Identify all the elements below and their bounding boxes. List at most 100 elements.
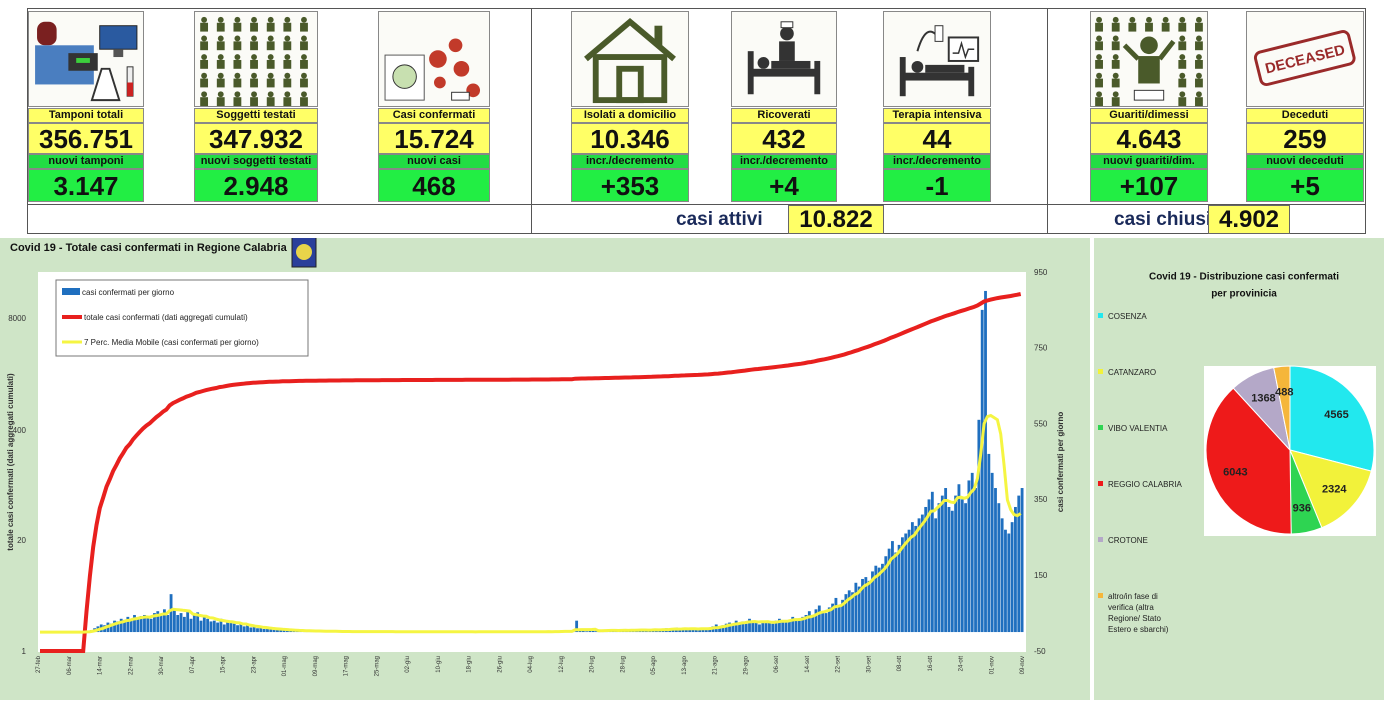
pie-slice-label: 2324 [1322, 484, 1347, 496]
daily-bar [847, 590, 851, 633]
x-tick-label: 26-giu [497, 656, 503, 673]
daily-bar [754, 622, 758, 633]
daily-bar [771, 623, 775, 633]
pie-legend-label: altro/in fase di [1108, 592, 1158, 601]
group-separator [1047, 9, 1048, 234]
daily-bar [172, 608, 176, 633]
pie-chart: Covid 19 - Distribuzione casi confermati… [1098, 272, 1376, 634]
daily-bar [143, 614, 146, 633]
daily-bar [781, 621, 785, 633]
x-tick-label: 06-set [774, 656, 780, 673]
daily-bar [947, 506, 951, 633]
daily-bar [718, 627, 721, 633]
daily-bar [954, 495, 958, 633]
daily-bar [970, 472, 974, 633]
daily-bar [588, 630, 592, 633]
ricoverati-incr-value: +4 [731, 169, 837, 202]
left-tick: 20 [17, 536, 26, 545]
daily-bar [738, 622, 741, 633]
x-tick-label: 25-mag [374, 656, 380, 676]
daily-bar [209, 621, 213, 633]
daily-bar [232, 623, 236, 633]
daily-bar [1000, 518, 1004, 633]
deceased-stamp-icon: DECEASED [1246, 11, 1364, 107]
pie-legend-label: CATANZARO [1108, 368, 1156, 377]
daily-bar [668, 630, 672, 633]
ricoverati-incr-label: incr./decremento [731, 154, 837, 169]
daily-bar [226, 620, 229, 633]
daily-bar [239, 624, 243, 633]
daily-bar [146, 616, 150, 633]
daily-bar [758, 624, 761, 633]
daily-bar [123, 619, 126, 633]
x-tick-label: 16-ott [928, 656, 934, 672]
daily-bar [575, 620, 579, 633]
legend: casi confermati per giorno totale casi c… [55, 279, 309, 357]
daily-bar [119, 618, 123, 633]
hospital-bed-icon [731, 11, 837, 107]
nuovi-soggetti-value: 2.948 [194, 169, 318, 202]
daily-bar [202, 616, 206, 633]
legend-label: totale casi confermati (dati aggregati c… [84, 313, 248, 322]
nuovi-tamponi-label: nuovi tamponi [28, 154, 144, 169]
daily-bar [751, 620, 755, 633]
daily-bar [774, 620, 778, 633]
daily-bar [811, 616, 815, 633]
daily-bar [920, 514, 924, 633]
pie-slice-label: 1368 [1251, 392, 1275, 404]
pie-legend: COSENZA CATANZARO VIBO VALENTIA REGGIO CALA… [1098, 312, 1182, 634]
ricoverati-value: 432 [731, 123, 837, 154]
daily-bar [891, 541, 894, 633]
daily-bar [851, 592, 854, 633]
x-tick-label: 12-lug [559, 656, 565, 673]
daily-bar [116, 621, 120, 633]
nuovi-guariti-label: nuovi guariti/dim. [1090, 154, 1208, 169]
daily-bar [176, 614, 180, 633]
daily-bar [272, 629, 276, 633]
moving-average-line [40, 413, 1022, 634]
daily-bar [974, 488, 977, 633]
terapia-label: Terapia intensiva [883, 108, 991, 123]
x-tick-label: 29-ago [743, 655, 749, 674]
pie-chart-title-line1: Covid 19 - Distribuzione casi confermati [1149, 272, 1339, 283]
left-axis-label: totale casi confermati (dati aggregati c… [6, 373, 15, 551]
daily-bar [249, 627, 253, 633]
x-axis: 27-feb 06-mar 14-mar 22-mar 30-mar 07-apr 15-a… [36, 655, 1026, 676]
nuovi-soggetti-label: nuovi soggetti testati [194, 154, 318, 169]
terapia-value: 44 [883, 123, 991, 154]
daily-bar [1020, 488, 1024, 633]
daily-bar [881, 563, 884, 633]
daily-bar [874, 565, 878, 633]
daily-bar [1017, 495, 1021, 633]
daily-bar [934, 518, 938, 633]
daily-bar [256, 628, 259, 633]
daily-bar [764, 621, 768, 633]
daily-bar [1007, 533, 1011, 633]
daily-bar [246, 625, 249, 633]
casi-chiusi-label: casi chiusi [1114, 209, 1212, 230]
x-tick-label: 09-nov [1020, 656, 1026, 674]
main-chart: Covid 19 - Totale casi confermati in Reg… [6, 236, 1065, 676]
icu-bed-icon [883, 11, 991, 107]
daily-bar [279, 630, 283, 633]
daily-bar [724, 623, 728, 633]
daily-bar [199, 620, 203, 633]
daily-bar [581, 630, 585, 633]
x-tick-label: 21-ago [713, 655, 719, 674]
daily-bar [578, 630, 582, 633]
pie-legend-label: Regione/ Stato [1108, 614, 1161, 623]
legend-label: casi confermati per giorno [82, 288, 175, 297]
daily-bar [182, 616, 186, 633]
x-tick-label: 27-feb [36, 655, 42, 673]
isolati-incr-label: incr./decremento [571, 154, 689, 169]
nuovi-tamponi-value: 3.147 [28, 169, 144, 202]
pie-legend-swatch [1098, 593, 1103, 598]
house-icon [571, 11, 689, 107]
pie-slice-label: 488 [1275, 386, 1293, 398]
soggetti-label: Soggetti testati [194, 108, 318, 123]
pie-legend-label: REGGIO CALABRIA [1108, 480, 1182, 489]
daily-bar [163, 609, 166, 633]
x-tick-label: 04-lug [528, 656, 534, 673]
daily-bar [960, 499, 964, 633]
tamponi-label: Tamponi totali [28, 108, 144, 123]
